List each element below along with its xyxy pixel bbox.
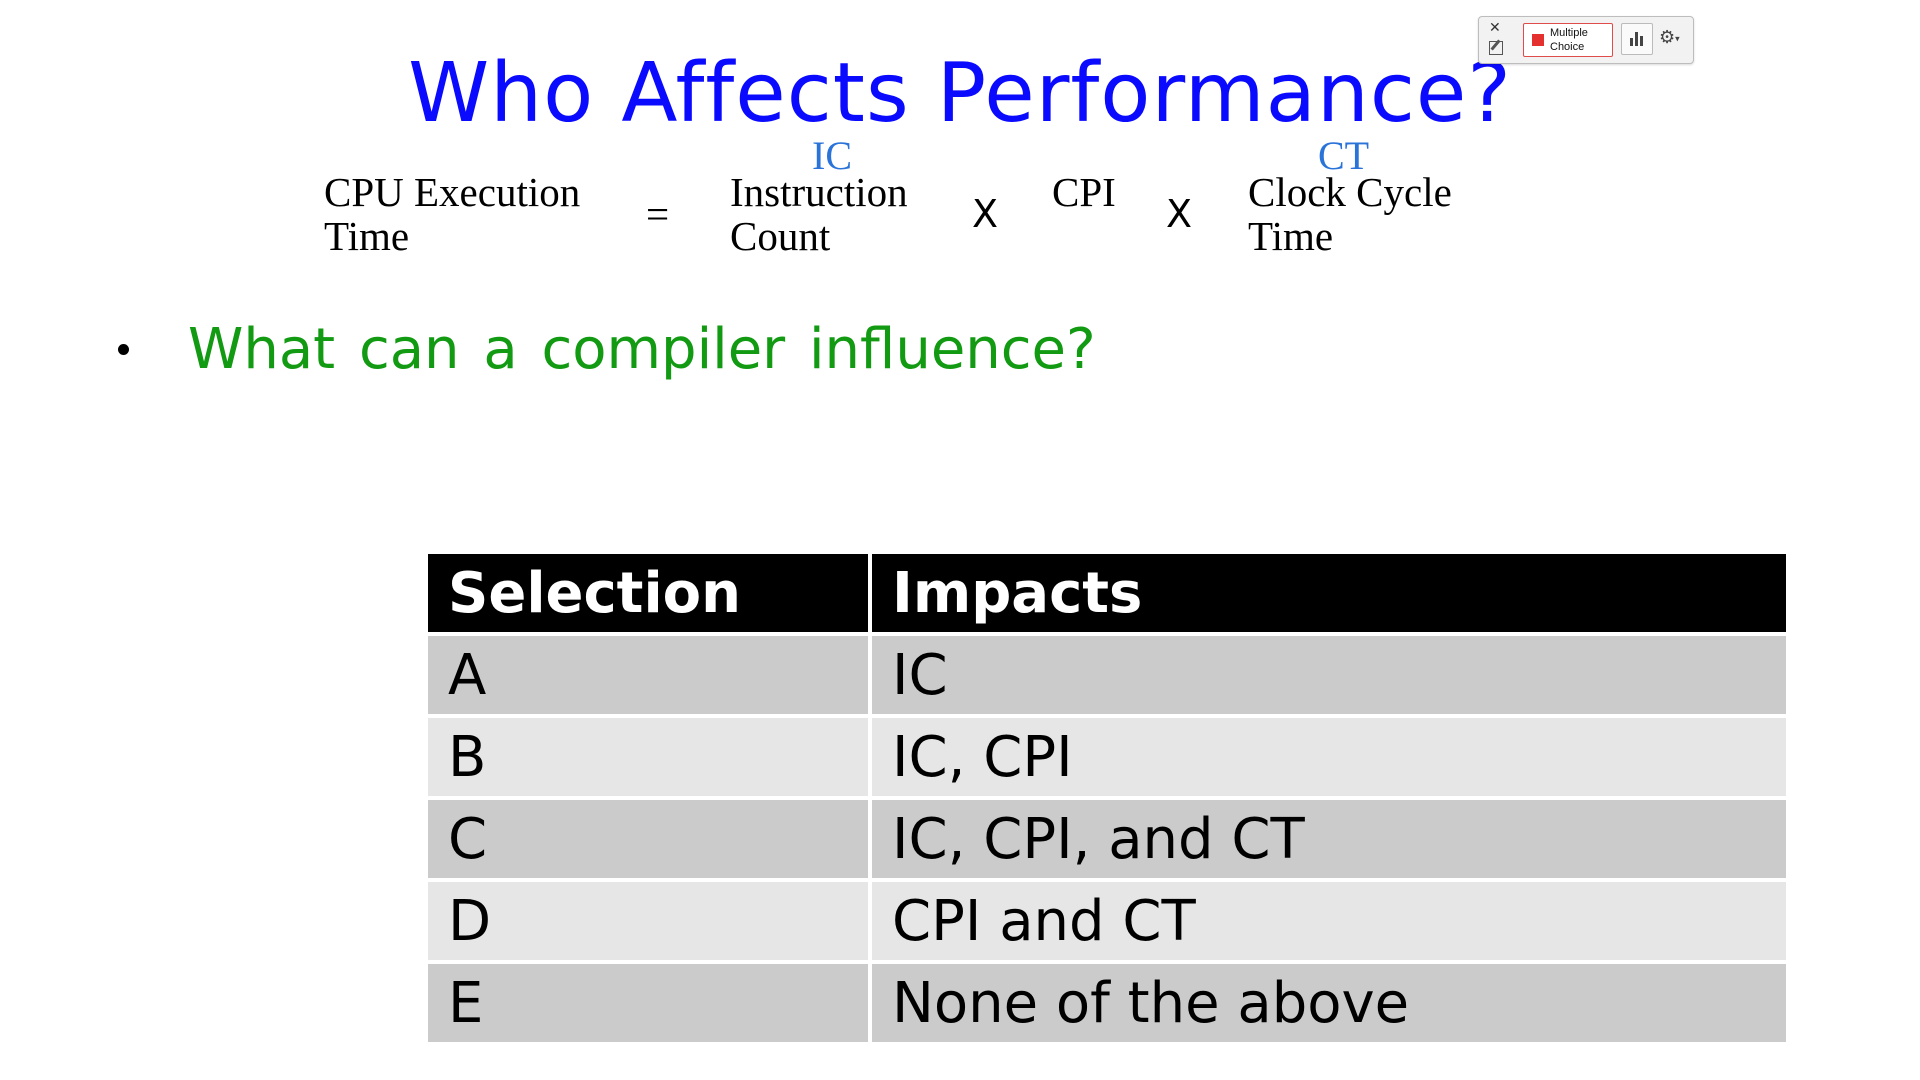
impacts-cell: IC [868,634,1786,718]
bullet-dot-icon [118,344,129,355]
selection-cell: D [428,880,870,964]
table-row: A IC [428,634,1786,718]
edit-icon[interactable] [1489,41,1503,55]
table-row: D CPI and CT [428,880,1786,964]
header-selection: Selection [428,554,870,636]
bar-chart-icon [1635,32,1638,46]
bar-chart-icon [1640,36,1643,46]
close-icon[interactable]: ✕ [1489,19,1501,35]
impacts-cell: None of the above [868,962,1786,1046]
multiple-choice-button[interactable]: Multiple Choice [1523,23,1613,57]
instruction-count-line2: Count [730,213,831,259]
clock-cycle-line2: Time [1248,213,1334,259]
cpi-term: CPI [1052,169,1116,215]
equals-sign: = [646,191,670,237]
impacts-cell: IC, CPI, and CT [868,798,1786,882]
settings-gear-button[interactable]: ⚙▾ [1659,27,1680,48]
header-impacts: Impacts [868,554,1786,636]
selection-cell: B [428,716,870,800]
table-header-row: Selection Impacts [428,554,1786,636]
results-chart-button[interactable] [1621,23,1653,55]
slide-title: Who Affects Performance? [408,46,1512,141]
selection-cell: E [428,962,870,1046]
table-row: B IC, CPI [428,716,1786,800]
ic-abbreviation: IC [812,133,852,178]
stop-square-icon [1532,34,1544,46]
multiply-sign-1: X [972,192,999,236]
instruction-count-line1: Instruction [730,169,908,215]
bar-chart-icon [1630,38,1633,46]
ct-abbreviation: CT [1318,133,1370,178]
table-row: C IC, CPI, and CT [428,798,1786,882]
answer-table: Selection Impacts A IC B IC, CPI C IC, C… [428,554,1786,1046]
equation-lhs-line1: CPU Execution [324,169,581,215]
selection-cell: C [428,798,870,882]
gear-icon: ⚙ [1659,27,1676,47]
impacts-cell: CPI and CT [868,880,1786,964]
impacts-cell: IC, CPI [868,716,1786,800]
table-row: E None of the above [428,962,1786,1046]
polling-toolbar: ✕ Multiple Choice ⚙▾ [1478,16,1694,64]
multiple-choice-label: Multiple Choice [1550,27,1588,53]
bullet-question: What can a compiler influence? [188,317,1096,382]
chevron-down-icon: ▾ [1675,33,1680,44]
selection-cell: A [428,634,870,718]
equation-lhs-line2: Time [324,213,410,259]
clock-cycle-line1: Clock Cycle [1248,169,1452,215]
multiply-sign-2: X [1166,192,1193,236]
